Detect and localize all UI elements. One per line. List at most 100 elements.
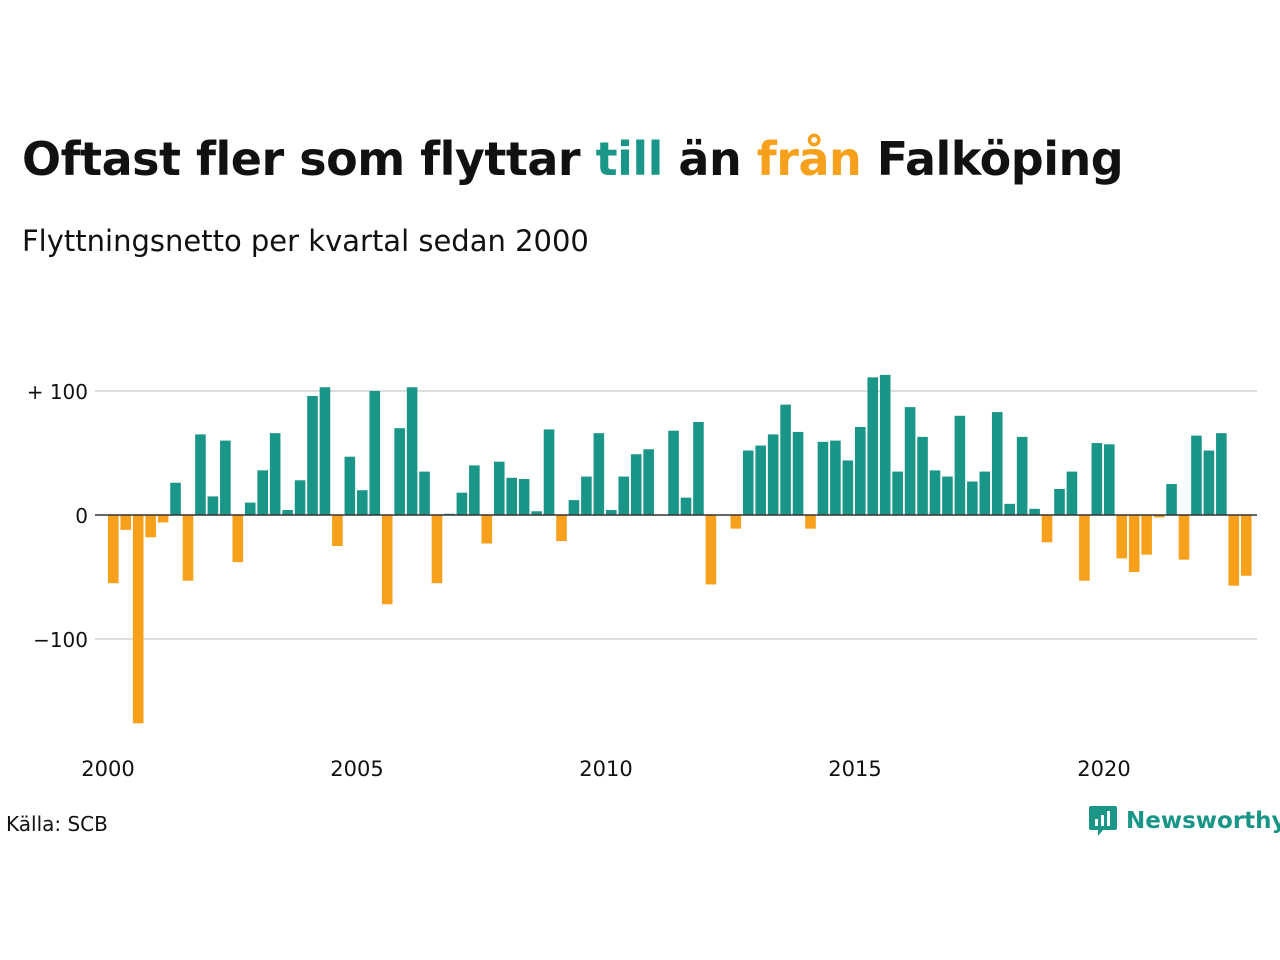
bar xyxy=(855,426,866,515)
bar xyxy=(1178,515,1190,560)
bar xyxy=(257,470,268,515)
bar xyxy=(531,511,542,515)
chart-title: Oftast fler som flyttar till än från Fal… xyxy=(22,132,1124,186)
bar xyxy=(1079,515,1090,581)
bar xyxy=(618,476,630,515)
x-tick-label: 2005 xyxy=(330,757,383,781)
bar xyxy=(431,515,443,584)
bar xyxy=(1066,471,1078,515)
bar xyxy=(730,515,742,529)
bar xyxy=(830,440,841,515)
bar xyxy=(1054,488,1065,515)
bar xyxy=(506,477,517,515)
chart-subtitle: Flyttningsnetto per kvartal sedan 2000 xyxy=(22,224,589,258)
newsworthy-logo: Newsworthy xyxy=(1088,804,1280,838)
bar xyxy=(792,431,804,515)
bar xyxy=(132,515,144,724)
bar xyxy=(543,429,555,515)
bar xyxy=(1041,515,1053,543)
bar xyxy=(344,456,356,515)
bar xyxy=(929,470,941,515)
bar xyxy=(220,440,231,515)
bar xyxy=(892,471,903,515)
bar xyxy=(942,476,953,515)
bar xyxy=(606,510,617,515)
bar xyxy=(680,497,692,515)
bar xyxy=(1128,515,1140,573)
bar xyxy=(693,422,704,515)
bar xyxy=(195,434,206,515)
bar xyxy=(282,510,293,515)
title-part-1: Oftast fler som flyttar xyxy=(22,132,596,186)
bar xyxy=(332,515,343,546)
bar xyxy=(182,515,194,581)
bar xyxy=(1004,503,1015,515)
bar xyxy=(381,515,393,605)
bar xyxy=(630,454,642,515)
bar xyxy=(991,412,1003,515)
bar xyxy=(705,515,717,585)
bar xyxy=(780,404,791,515)
bar xyxy=(394,428,405,515)
bar xyxy=(493,461,505,515)
newsworthy-logo-text: Newsworthy xyxy=(1126,808,1280,834)
bar xyxy=(207,496,219,515)
bar xyxy=(1166,484,1177,515)
bar xyxy=(1191,435,1202,515)
x-tick-label: 2020 xyxy=(1077,757,1130,781)
bar xyxy=(904,407,916,515)
bar xyxy=(269,433,281,515)
bar xyxy=(1116,515,1128,559)
bar xyxy=(1228,515,1240,586)
bar xyxy=(1216,433,1227,515)
bar xyxy=(145,515,156,538)
bar xyxy=(556,515,567,542)
bar xyxy=(456,492,468,515)
bar xyxy=(867,377,879,515)
bar xyxy=(842,460,854,515)
gridlines xyxy=(95,390,1257,640)
bar xyxy=(294,480,306,515)
bar xyxy=(369,391,381,515)
bar xyxy=(307,395,318,515)
bar xyxy=(120,515,132,530)
x-tick-label: 2010 xyxy=(579,757,632,781)
bar xyxy=(481,515,493,544)
y-tick-label: 0 xyxy=(75,504,88,528)
source-note: Källa: SCB xyxy=(6,812,108,836)
bar xyxy=(805,515,816,529)
title-part-2: än xyxy=(662,132,757,186)
bar xyxy=(767,434,779,515)
bar xyxy=(742,450,754,515)
bar xyxy=(357,490,368,515)
bar xyxy=(1016,436,1028,515)
bar xyxy=(879,374,891,515)
bar xyxy=(518,479,530,515)
bar xyxy=(1141,515,1152,555)
y-tick-label: −100 xyxy=(33,628,88,652)
bar xyxy=(643,449,654,515)
bar xyxy=(917,436,928,515)
bar xyxy=(419,471,430,515)
title-fran: från xyxy=(756,132,862,186)
bar xyxy=(244,502,256,515)
bar xyxy=(1091,443,1103,515)
bar xyxy=(469,465,480,515)
x-tick-label: 2000 xyxy=(81,757,134,781)
bar xyxy=(967,481,978,515)
bar xyxy=(1029,508,1040,515)
x-tick-label: 2015 xyxy=(828,757,881,781)
bar xyxy=(406,387,418,515)
bar xyxy=(668,430,679,515)
bar xyxy=(755,445,766,515)
y-tick-label: + 100 xyxy=(27,380,88,404)
bar xyxy=(1153,515,1165,518)
bar xyxy=(1240,515,1252,576)
bar xyxy=(954,415,966,515)
bar xyxy=(593,433,605,515)
bar xyxy=(1203,450,1215,515)
bar xyxy=(157,515,169,523)
bar xyxy=(232,515,244,563)
axes: + 100 0 −100 2000 2005 2010 2015 2020 xyxy=(27,380,1257,781)
title-till: till xyxy=(595,132,664,186)
